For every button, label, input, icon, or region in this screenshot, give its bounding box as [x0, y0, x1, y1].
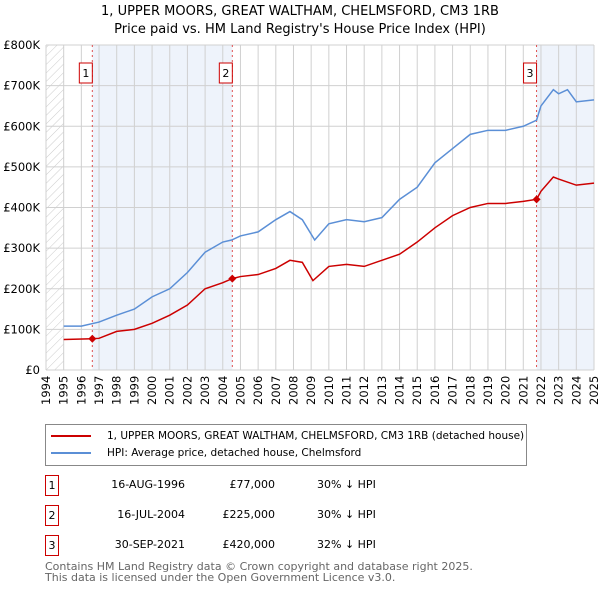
y-tick-label: £100K	[3, 322, 40, 336]
y-tick-label: £200K	[3, 282, 40, 296]
x-tick-label: 2004	[216, 376, 230, 405]
x-tick-label: 2015	[410, 376, 424, 405]
x-tick-label: 2010	[322, 376, 336, 405]
x-tick-label: 2024	[569, 376, 583, 405]
legend-label: HPI: Average price, detached house, Chel…	[107, 447, 362, 459]
x-tick-label: 2009	[304, 376, 318, 405]
sale-label-box	[218, 62, 233, 84]
series-line	[63, 88, 595, 327]
sale-number-badge: 3	[45, 535, 59, 556]
x-tick-label: 2007	[269, 376, 283, 405]
sale-label-box	[78, 62, 93, 84]
x-tick-label: 2020	[499, 376, 513, 405]
x-tick-label: 1999	[127, 376, 141, 405]
y-tick-label: £700K	[3, 79, 40, 93]
x-tick-label: 2008	[286, 376, 300, 405]
x-tick-label: 1996	[74, 376, 88, 405]
sale-point	[532, 195, 541, 204]
x-tick-label: 1995	[57, 376, 71, 405]
chart-title: 1, UPPER MOORS, GREAT WALTHAM, CHELMSFOR…	[101, 4, 499, 19]
footer-licence: This data is licensed under the Open Gov…	[45, 571, 396, 584]
x-tick-label: 2014	[393, 376, 407, 405]
sale-price: £77,000	[229, 478, 276, 491]
sale-label: 1	[82, 67, 89, 80]
legend-item-hpi: HPI: Average price, detached house, Chel…	[46, 444, 361, 462]
chart-subtitle: Price paid vs. HM Land Registry's House …	[114, 22, 486, 37]
price-chart: 1994 1995 1996 1997 1998 1999 2000 2001 2002 2003…	[3, 38, 600, 405]
x-tick-label: 2017	[446, 376, 460, 405]
x-tick-label: 1997	[92, 376, 106, 405]
x-tick-label: 2018	[463, 376, 477, 405]
table-row: 3 30-SEP-2021 £420,000 32% ↓ HPI	[45, 535, 445, 556]
x-tick-label: 2011	[340, 376, 354, 405]
sale-hpi-diff: 32% ↓ HPI	[317, 538, 376, 551]
x-tick-label: 2016	[428, 376, 442, 405]
x-tick-label: 2013	[375, 376, 389, 405]
sale-price: £225,000	[222, 508, 276, 521]
x-tick-label: 1998	[110, 376, 124, 405]
legend-item-property: 1, UPPER MOORS, GREAT WALTHAM, CHELMSFOR…	[46, 427, 524, 445]
x-tick-label: 2022	[534, 376, 548, 405]
x-tick-label: 1994	[39, 376, 53, 405]
sale-label: 3	[527, 67, 534, 80]
sale-label: 2	[222, 67, 229, 80]
footer: Contains HM Land Registry data © Crown c…	[45, 561, 473, 583]
sale-hpi-diff: 30% ↓ HPI	[317, 478, 376, 491]
sale-price: £420,000	[222, 538, 276, 551]
y-tick-label: £300K	[3, 241, 40, 255]
table-row: 2 16-JUL-2004 £225,000 30% ↓ HPI	[45, 505, 445, 526]
y-tick-label: £400K	[3, 201, 40, 215]
sale-date: 16-AUG-1996	[111, 478, 185, 491]
sale-number-badge: 2	[45, 505, 59, 526]
y-tick-label: £600K	[3, 119, 40, 133]
legend-swatch	[51, 435, 91, 437]
x-tick-label: 2005	[233, 376, 247, 405]
x-tick-label: 2012	[357, 376, 371, 405]
x-tick-label: 2023	[552, 376, 566, 405]
sale-number-badge: 1	[45, 475, 59, 496]
sale-date: 16-JUL-2004	[117, 508, 185, 521]
table-row: 1 16-AUG-1996 £77,000 30% ↓ HPI	[45, 475, 445, 496]
sale-label-box	[523, 62, 538, 84]
sale-hpi-diff: 30% ↓ HPI	[317, 508, 376, 521]
legend: 1, UPPER MOORS, GREAT WALTHAM, CHELMSFOR…	[45, 424, 527, 466]
x-tick-label: 2025	[587, 376, 600, 405]
x-tick-label: 2021	[516, 376, 530, 405]
x-tick-label: 2000	[145, 376, 159, 405]
series-line	[63, 176, 595, 341]
sale-point	[228, 274, 237, 283]
y-tick-label: £500K	[3, 160, 40, 174]
y-tick-label: £0	[25, 363, 40, 377]
x-tick-label: 2001	[163, 376, 177, 405]
sale-date: 30-SEP-2021	[114, 538, 185, 551]
legend-label: 1, UPPER MOORS, GREAT WALTHAM, CHELMSFOR…	[107, 430, 525, 442]
x-tick-label: 2006	[251, 376, 265, 405]
sale-point	[88, 334, 97, 343]
x-tick-label: 2019	[481, 376, 495, 405]
legend-swatch	[51, 452, 91, 454]
y-tick-label: £800K	[3, 38, 40, 52]
footer-copyright: Contains HM Land Registry data © Crown c…	[45, 560, 473, 573]
x-tick-label: 2002	[180, 376, 194, 405]
x-tick-label: 2003	[198, 376, 212, 405]
